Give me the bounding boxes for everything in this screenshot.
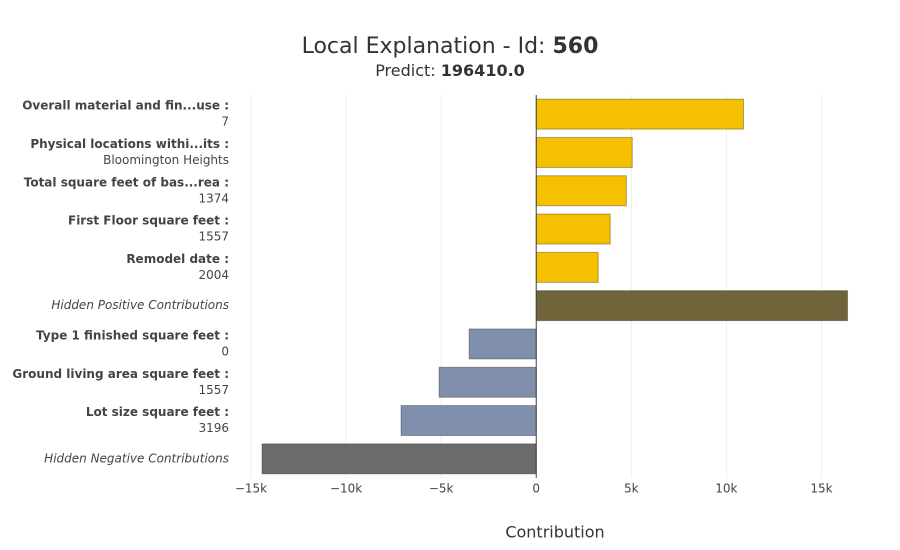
x-tick-label: 0: [532, 482, 540, 496]
x-tick-label: −10k: [330, 482, 362, 496]
bar: [468, 328, 537, 360]
category-value: 2004: [198, 268, 229, 282]
category-value: 1374: [198, 191, 229, 205]
chart-title: Local Explanation - Id: 560: [302, 34, 599, 59]
x-tick-label: −5k: [429, 482, 454, 496]
x-tick-label: 15k: [810, 482, 832, 496]
x-tick-label: −15k: [235, 482, 267, 496]
category-value: Bloomington Heights: [103, 153, 229, 167]
category-label: Hidden Negative Contributions: [44, 451, 229, 465]
category-value: 1557: [198, 230, 229, 244]
category-label: Physical locations withi...its :: [30, 137, 229, 151]
bar: [535, 290, 849, 322]
category-label: Type 1 finished square feet :: [36, 328, 229, 342]
x-tick-label: 5k: [624, 482, 639, 496]
bar: [535, 213, 611, 245]
category-label: Remodel date :: [126, 252, 229, 266]
category-value: 1557: [198, 383, 229, 397]
bar: [535, 251, 599, 283]
category-label: Hidden Positive Contributions: [51, 298, 229, 312]
bar: [261, 443, 537, 475]
category-label: Overall material and fin...use :: [22, 99, 229, 113]
x-tick-label: 10k: [715, 482, 737, 496]
bar: [438, 366, 537, 398]
bar: [535, 175, 627, 207]
chart-subtitle: Predict: 196410.0: [375, 61, 525, 80]
bar: [400, 405, 537, 437]
category-value: 3196: [198, 421, 229, 435]
subtitle-text: Predict:: [375, 61, 436, 80]
category-label: Total square feet of bas...rea :: [24, 175, 229, 189]
category-label: First Floor square feet :: [68, 214, 229, 228]
category-label: Lot size square feet :: [86, 405, 229, 419]
bar: [535, 136, 633, 168]
subtitle-value: 196410.0: [441, 61, 525, 80]
category-value: 7: [221, 115, 229, 129]
bar: [535, 98, 745, 130]
category-label: Ground living area square feet :: [12, 367, 229, 381]
x-axis-title: Contribution: [505, 523, 604, 542]
title-id: 560: [552, 34, 598, 59]
title-text: Local Explanation - Id:: [302, 34, 546, 59]
category-value: 0: [221, 344, 229, 358]
